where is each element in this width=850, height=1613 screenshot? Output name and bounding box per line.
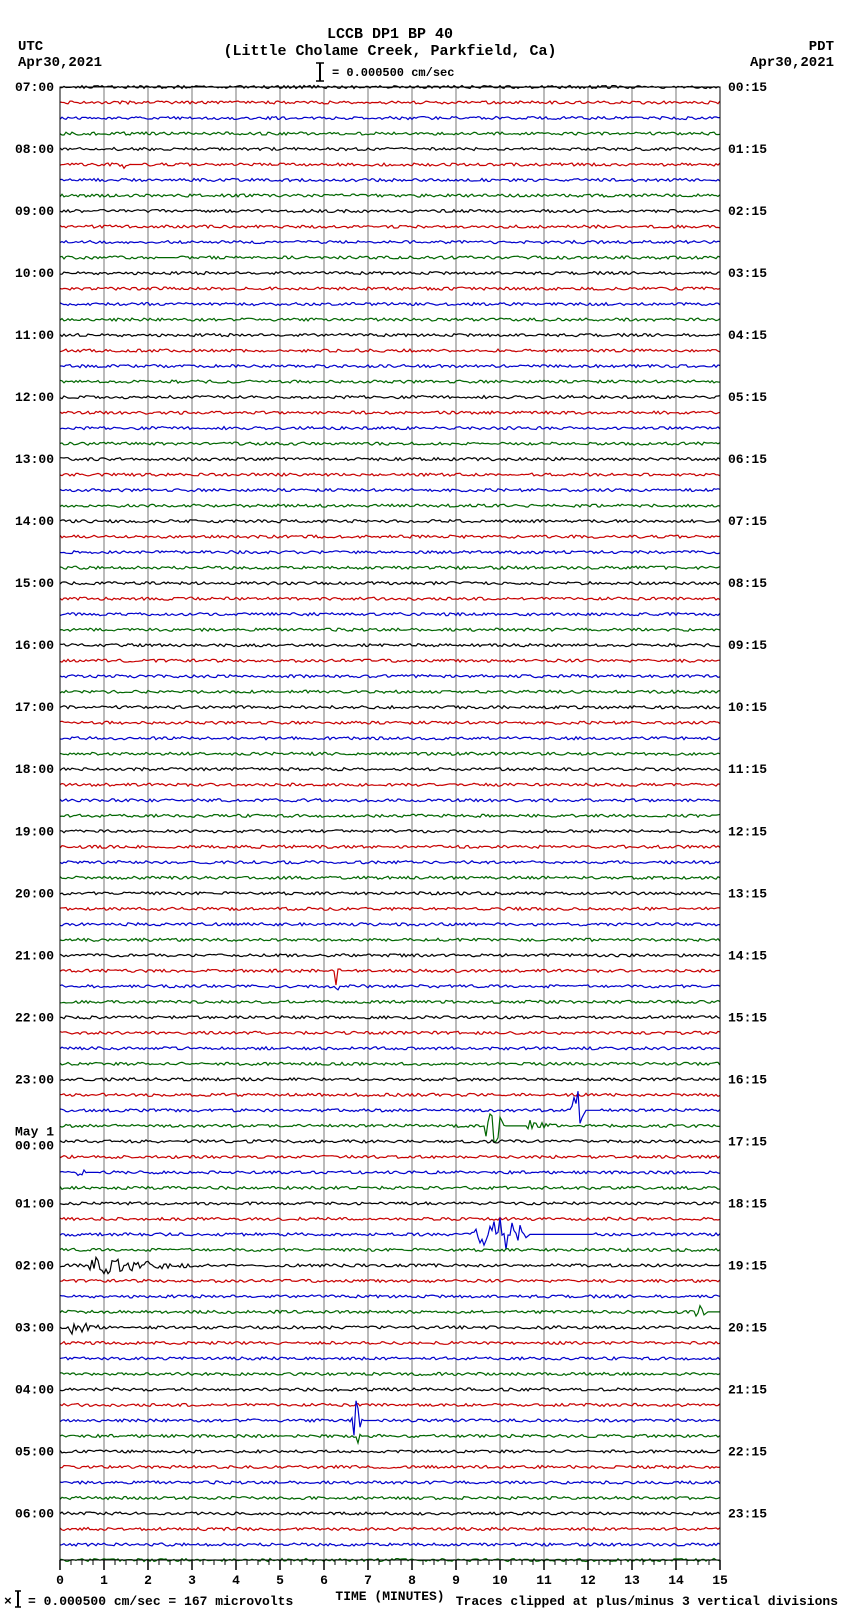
right-time-label: 19:15	[728, 1258, 767, 1273]
left-time-label: 12:00	[15, 390, 54, 405]
x-tick-label: 14	[668, 1573, 684, 1588]
x-tick-label: 3	[188, 1573, 196, 1588]
left-time-label: 17:00	[15, 700, 54, 715]
right-time-label: 03:15	[728, 266, 767, 281]
title-line-1: LCCB DP1 BP 40	[327, 26, 453, 43]
right-time-label: 11:15	[728, 762, 767, 777]
right-time-label: 16:15	[728, 1072, 767, 1087]
right-time-label: 22:15	[728, 1444, 767, 1459]
right-time-label: 04:15	[728, 328, 767, 343]
right-time-label: 09:15	[728, 638, 767, 653]
left-time-label: May 1	[15, 1124, 54, 1139]
left-time-label: 16:00	[15, 638, 54, 653]
x-tick-label: 0	[56, 1573, 64, 1588]
right-time-label: 18:15	[728, 1196, 767, 1211]
x-tick-label: 12	[580, 1573, 596, 1588]
left-time-label: 08:00	[15, 142, 54, 157]
left-time-label: 03:00	[15, 1320, 54, 1335]
right-time-label: 00:15	[728, 80, 767, 95]
left-time-label: 01:00	[15, 1196, 54, 1211]
right-time-label: 08:15	[728, 576, 767, 591]
x-tick-label: 2	[144, 1573, 152, 1588]
right-tz: PDT	[809, 39, 834, 55]
left-time-label: 20:00	[15, 886, 54, 901]
x-tick-label: 4	[232, 1573, 240, 1588]
left-time-label: 05:00	[15, 1444, 54, 1459]
left-time-label: 22:00	[15, 1010, 54, 1025]
right-time-label: 20:15	[728, 1320, 767, 1335]
right-time-label: 15:15	[728, 1010, 767, 1025]
x-tick-label: 7	[364, 1573, 372, 1588]
right-time-label: 14:15	[728, 948, 767, 963]
left-time-label: 21:00	[15, 948, 54, 963]
x-tick-label: 15	[712, 1573, 728, 1588]
right-time-label: 02:15	[728, 204, 767, 219]
footer-right: Traces clipped at plus/minus 3 vertical …	[456, 1594, 838, 1609]
left-time-label: 11:00	[15, 328, 54, 343]
left-time-label: 06:00	[15, 1506, 54, 1521]
right-time-label: 23:15	[728, 1506, 767, 1521]
left-time-label: 18:00	[15, 762, 54, 777]
left-time-label: 02:00	[15, 1258, 54, 1273]
x-tick-label: 1	[100, 1573, 108, 1588]
left-time-label: 09:00	[15, 204, 54, 219]
left-time-label: 10:00	[15, 266, 54, 281]
right-time-label: 10:15	[728, 700, 767, 715]
right-time-label: 21:15	[728, 1382, 767, 1397]
right-date: Apr30,2021	[750, 55, 834, 71]
left-time-label: 23:00	[15, 1072, 54, 1087]
left-time-label: 07:00	[15, 80, 54, 95]
right-time-label: 06:15	[728, 452, 767, 467]
left-time-label: 14:00	[15, 514, 54, 529]
x-tick-label: 8	[408, 1573, 416, 1588]
left-time-label: 04:00	[15, 1382, 54, 1397]
footer-prefix: ×	[4, 1594, 12, 1609]
x-tick-label: 11	[536, 1573, 552, 1588]
footer-left: = 0.000500 cm/sec = 167 microvolts	[28, 1594, 293, 1609]
left-date: Apr30,2021	[18, 55, 102, 71]
x-tick-label: 9	[452, 1573, 460, 1588]
x-tick-label: 13	[624, 1573, 640, 1588]
right-time-label: 05:15	[728, 390, 767, 405]
right-time-label: 07:15	[728, 514, 767, 529]
left-time-label: 19:00	[15, 824, 54, 839]
x-axis-label: TIME (MINUTES)	[335, 1589, 444, 1604]
left-time-label: 13:00	[15, 452, 54, 467]
right-time-label: 01:15	[728, 142, 767, 157]
right-time-label: 12:15	[728, 824, 767, 839]
right-time-label: 13:15	[728, 886, 767, 901]
left-tz: UTC	[18, 39, 44, 55]
x-tick-label: 6	[320, 1573, 328, 1588]
title-line-2: (Little Cholame Creek, Parkfield, Ca)	[223, 43, 556, 60]
left-time-label: 15:00	[15, 576, 54, 591]
x-tick-label: 5	[276, 1573, 284, 1588]
x-tick-label: 10	[492, 1573, 508, 1588]
left-time-label: 00:00	[15, 1138, 54, 1153]
right-time-label: 17:15	[728, 1134, 767, 1149]
scale-label: = 0.000500 cm/sec	[332, 66, 454, 80]
